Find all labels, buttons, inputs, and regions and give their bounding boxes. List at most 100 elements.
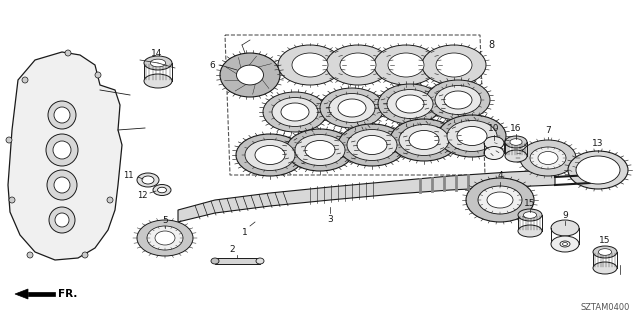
Ellipse shape (237, 65, 264, 85)
Ellipse shape (292, 53, 328, 77)
Text: 7: 7 (545, 126, 551, 135)
Text: SZTAM0400: SZTAM0400 (580, 303, 630, 312)
Ellipse shape (153, 185, 171, 196)
Ellipse shape (144, 74, 172, 88)
Ellipse shape (147, 226, 183, 250)
Ellipse shape (438, 115, 506, 157)
Ellipse shape (396, 95, 424, 113)
Ellipse shape (374, 45, 438, 85)
Circle shape (53, 141, 71, 159)
Circle shape (55, 213, 69, 227)
Ellipse shape (510, 139, 522, 145)
Ellipse shape (422, 45, 486, 85)
Ellipse shape (487, 192, 513, 208)
Text: 15: 15 (524, 199, 536, 208)
Text: 5: 5 (162, 216, 168, 225)
Circle shape (107, 197, 113, 203)
Ellipse shape (447, 121, 497, 151)
Text: 1: 1 (242, 228, 248, 237)
Ellipse shape (295, 134, 345, 165)
Ellipse shape (137, 173, 159, 187)
Ellipse shape (263, 92, 327, 132)
Polygon shape (215, 258, 260, 264)
Ellipse shape (256, 258, 264, 264)
Ellipse shape (426, 80, 490, 120)
Ellipse shape (466, 178, 534, 222)
Ellipse shape (520, 140, 576, 176)
Circle shape (46, 134, 78, 166)
Ellipse shape (144, 56, 172, 70)
Ellipse shape (338, 124, 406, 166)
Circle shape (54, 177, 70, 193)
Polygon shape (8, 52, 122, 260)
Ellipse shape (387, 90, 433, 118)
Ellipse shape (378, 84, 442, 124)
Ellipse shape (435, 85, 481, 115)
Ellipse shape (137, 220, 193, 256)
Ellipse shape (390, 119, 458, 161)
Polygon shape (178, 170, 555, 222)
Text: 14: 14 (151, 49, 163, 58)
Ellipse shape (338, 99, 366, 117)
Ellipse shape (245, 140, 295, 171)
Ellipse shape (281, 103, 309, 121)
Ellipse shape (157, 187, 166, 193)
Text: 12: 12 (138, 190, 148, 199)
Polygon shape (15, 289, 28, 299)
Text: 3: 3 (327, 215, 333, 224)
Ellipse shape (150, 59, 166, 67)
Ellipse shape (357, 135, 387, 155)
Ellipse shape (560, 241, 570, 247)
Ellipse shape (484, 137, 504, 149)
Text: 15: 15 (599, 236, 611, 245)
Ellipse shape (305, 140, 335, 159)
Ellipse shape (320, 88, 384, 128)
Ellipse shape (505, 150, 527, 162)
Ellipse shape (220, 53, 280, 97)
Circle shape (6, 137, 12, 143)
Ellipse shape (568, 151, 628, 189)
Circle shape (9, 197, 15, 203)
Ellipse shape (593, 262, 617, 274)
Ellipse shape (236, 134, 304, 176)
Circle shape (47, 170, 77, 200)
Text: 16: 16 (510, 124, 522, 133)
Text: FR.: FR. (58, 289, 77, 299)
Circle shape (95, 72, 101, 78)
Ellipse shape (551, 236, 579, 252)
Ellipse shape (329, 93, 375, 123)
Text: 13: 13 (592, 139, 604, 148)
Ellipse shape (436, 53, 472, 77)
Ellipse shape (286, 129, 354, 171)
Ellipse shape (272, 98, 318, 126)
Text: 10: 10 (488, 124, 500, 133)
Ellipse shape (524, 212, 536, 218)
Ellipse shape (155, 231, 175, 245)
Ellipse shape (326, 45, 390, 85)
Ellipse shape (142, 176, 154, 184)
Text: 11: 11 (124, 171, 134, 180)
Ellipse shape (211, 258, 219, 264)
Circle shape (65, 50, 71, 56)
Ellipse shape (518, 209, 542, 221)
Ellipse shape (505, 136, 527, 148)
Circle shape (82, 252, 88, 258)
Circle shape (27, 252, 33, 258)
Ellipse shape (457, 126, 487, 146)
Text: 4: 4 (497, 171, 503, 180)
Circle shape (22, 77, 28, 83)
Polygon shape (28, 292, 55, 296)
Ellipse shape (278, 45, 342, 85)
Ellipse shape (563, 243, 568, 245)
Circle shape (54, 107, 70, 123)
Circle shape (49, 207, 75, 233)
Ellipse shape (484, 147, 504, 159)
Ellipse shape (444, 91, 472, 109)
Ellipse shape (399, 124, 449, 156)
Ellipse shape (538, 151, 558, 164)
Text: 8: 8 (488, 40, 494, 50)
Ellipse shape (593, 246, 617, 258)
Ellipse shape (598, 249, 612, 255)
Ellipse shape (340, 53, 376, 77)
Text: 9: 9 (562, 211, 568, 220)
